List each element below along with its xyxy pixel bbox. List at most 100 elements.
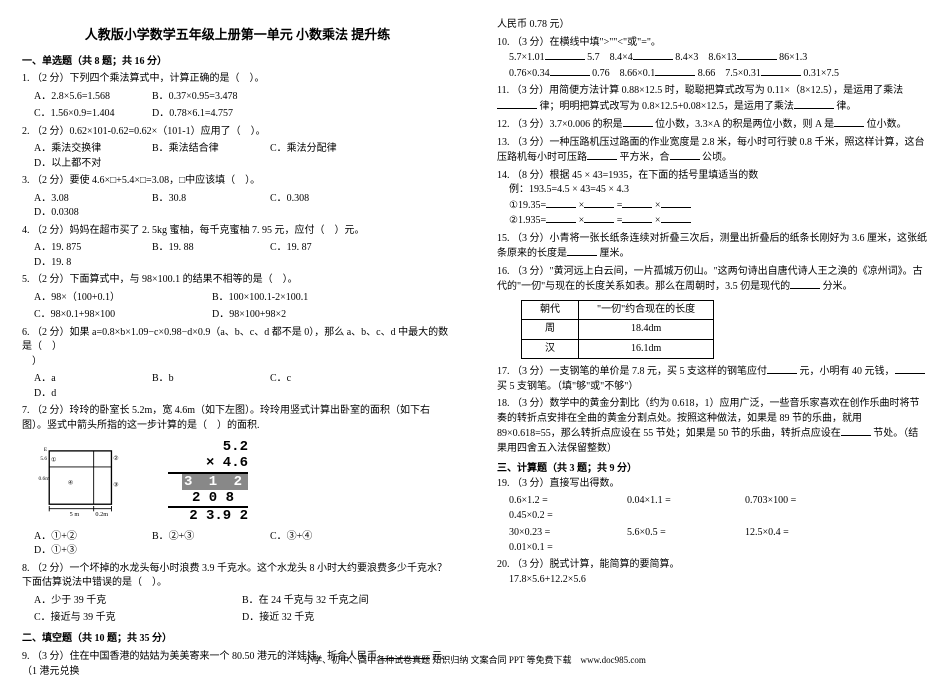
q16a: 16. （3 分）"黄河远上白云间，一片孤城万仞山。"这两句诗出自唐代诗人王之涣… [497, 266, 923, 293]
q12: 12. （3 分）3.7×0.006 的积是 位小数，3.3×A 的积是两位小数… [497, 117, 928, 133]
q19-row2: 30×0.23 = 5.6×0.5 = 12.5×0.4 = 0.01×0.1 … [509, 526, 928, 555]
q18: 18. （3 分）数学中的黄金分割比（约为 0.618，1）应用广泛，一些音乐家… [497, 397, 928, 456]
blank [633, 50, 673, 60]
multiplication-column: 5.2 × 4.6 3 1 2 2 0 8 2 3.9 2 [168, 439, 248, 523]
q2c: C．乘法分配律 [270, 142, 360, 157]
q1c: C．1.56×0.9=1.404 [34, 107, 124, 122]
svg-text:③: ③ [113, 481, 119, 488]
l10e: 0.76×0.34 [509, 68, 550, 79]
q2: 2. （2 分）0.62×101-0.62=0.62×（101-1）应用了（ ）… [22, 125, 453, 140]
th2: "一仞"约合现在的长度 [579, 300, 714, 320]
mult-l5: 2 3.9 2 [168, 508, 248, 524]
r19-2d: 0.01×0.1 = [509, 541, 599, 556]
blank [767, 364, 797, 374]
q14l2: ②1.935= [509, 215, 546, 226]
tr2b: 16.1dm [579, 339, 714, 359]
q7a: A．①+② [34, 530, 124, 545]
blank [546, 198, 576, 208]
q16: 16. （3 分）"黄河远上白云间，一片孤城万仞山。"这两句诗出自唐代诗人王之涣… [497, 265, 928, 295]
tr2a: 汉 [522, 339, 579, 359]
q12c: 位小数。 [867, 119, 907, 130]
q4d: D．19. 8 [34, 256, 124, 271]
r19-2b: 5.6×0.5 = [627, 526, 717, 541]
q4c: C．19. 87 [270, 241, 360, 256]
q8c: C．接近与 39 千克 [34, 611, 214, 626]
q6a: A．a [34, 372, 124, 387]
tr1b: 18.4dm [579, 320, 714, 340]
mult-l2: × 4.6 [168, 455, 248, 473]
q4a: A．19. 875 [34, 241, 124, 256]
page-footer: 小学、初中、高中各种试卷真题 知识归纳 文案合同 PPT 等免费下载 www.d… [0, 653, 950, 666]
svg-text:②: ② [113, 454, 119, 461]
q14-l2: ②1.935= × = × [509, 213, 928, 229]
l10g: 8.66 7.5×0.31 [698, 68, 761, 79]
blank [670, 150, 700, 160]
q5d: D．98×100+98×2 [212, 308, 302, 323]
page-title: 人教版小学数学五年级上册第一单元 小数乘法 提升练 [22, 26, 453, 45]
l10c: 8.4×3 8.6×13 [675, 52, 736, 63]
svg-text:5 m: 5 m [70, 510, 80, 517]
q10-row1: 5.7×1.01 5.7 8.4×4 8.4×3 8.6×13 86×1.3 [509, 50, 928, 66]
tr1a: 周 [522, 320, 579, 340]
q15b: 厘米。 [600, 248, 630, 259]
blank [834, 117, 864, 127]
q5b: B．100×100.1-2×100.1 [212, 291, 308, 306]
blank [622, 198, 652, 208]
blank [584, 213, 614, 223]
q15: 15. （3 分）小青将一张长纸条连续对折叠三次后，测量出折叠后的纸条长刚好为 … [497, 232, 928, 262]
era-table: 朝代"一仞"约合现在的长度 周18.4dm 汉16.1dm [521, 300, 714, 360]
q4-opts: A．19. 875 B．19. 88 C．19. 87 D．19. 8 [34, 241, 453, 270]
section1-head: 一、单选题（共 8 题；共 16 分） [22, 55, 453, 70]
q1d: D．0.78×6.1=4.757 [152, 107, 242, 122]
blank [587, 150, 617, 160]
q12a: 12. （3 分）3.7×0.006 的积是 [497, 119, 623, 130]
svg-text:④: ④ [68, 479, 74, 486]
mult-l4: 2 0 8 [168, 490, 248, 508]
q11: 11. （3 分）用简便方法计算 0.88×12.5 时，聪聪把算式改写为 0.… [497, 84, 928, 114]
q16b: 分米。 [823, 281, 853, 292]
r19-2a: 30×0.23 = [509, 526, 599, 541]
q2d: D．以上都不对 [34, 157, 124, 172]
q6c: C．c [270, 372, 360, 387]
blank [841, 426, 871, 436]
l10a: 5.7×1.01 [509, 52, 545, 63]
blank [895, 364, 925, 374]
q2-opts: A．乘法交换律 B．乘法结合律 C．乘法分配律 D．以上都不对 [34, 142, 453, 171]
q3-opts: A．3.08 B．30.8 C．0.308 D．0.0308 [34, 192, 453, 221]
l10d: 86×1.3 [779, 52, 807, 63]
blank [794, 99, 834, 109]
q17c: 买 5 支钢笔。（填"够"或"不够"） [497, 381, 638, 392]
r19-1b: 0.04×1.1 = [627, 494, 717, 509]
svg-text:①: ① [51, 456, 57, 463]
q3c: C．0.308 [270, 192, 360, 207]
q6b: B．b [152, 372, 242, 387]
q5-opts: A．98×（100+0.1） B．100×100.1-2×100.1 [34, 291, 453, 306]
r19-1c: 0.703×100 = [745, 494, 835, 509]
q4: 4. （2 分）妈妈在超市买了 2. 5kg 蜜柚，每千克蜜柚 7. 95 元，… [22, 224, 453, 239]
q8: 8. （2 分）一个坏掉的水龙头每小时浪费 3.9 千克水。这个水龙头 8 小时… [22, 562, 453, 591]
q17b: 元，小明有 40 元钱， [800, 366, 895, 377]
q3a: A．3.08 [34, 192, 124, 207]
q3: 3. （2 分）要使 4.6×□+5.4×□=3.08，□中应该填（ ）。 [22, 174, 453, 189]
q11b: 律；明明把算式改写为 0.8×12.5+0.08×12.5，是运用了乘法 [540, 101, 794, 112]
q3b: B．30.8 [152, 192, 242, 207]
q7: 7. （2 分）玲玲的卧室长 5.2m，宽 4.6m（如下左图）。玲玲用竖式计算… [22, 404, 453, 433]
l10b: 5.7 8.4×4 [587, 52, 633, 63]
blank [567, 246, 597, 256]
q5: 5. （2 分）下面算式中，与 98×100.1 的结果不相等的是（ ）。 [22, 273, 453, 288]
q7-figure: E 5.6 0.6m ② ③ ④ ① 5 m 0.2m 5.2 × 4.6 3 … [38, 439, 453, 523]
q7c: C．③+④ [270, 530, 360, 545]
q1-opts2: C．1.56×0.9=1.404 D．0.78×6.1=4.757 [34, 107, 453, 122]
l10h: 0.31×7.5 [803, 68, 839, 79]
r19-2c: 12.5×0.4 = [745, 526, 835, 541]
q8-opts: A．少于 39 千克 B．在 24 千克与 32 千克之间 [34, 594, 453, 609]
q19: 19. （3 分）直接写出得数。 [497, 477, 928, 492]
q7b: B．②+③ [152, 530, 242, 545]
q1-opts: A．2.8×5.6=1.568 B．0.37×0.95=3.478 [34, 90, 453, 105]
q17: 17. （3 分）一支钢笔的单价是 7.8 元，买 5 支这样的钢笔应付 元，小… [497, 364, 928, 394]
blank [550, 66, 590, 76]
blank [622, 213, 652, 223]
q14: 14. （8 分）根据 45 × 43=1935，在下面的括号里填适当的数 [497, 169, 928, 184]
blank [737, 50, 777, 60]
blank [761, 66, 801, 76]
